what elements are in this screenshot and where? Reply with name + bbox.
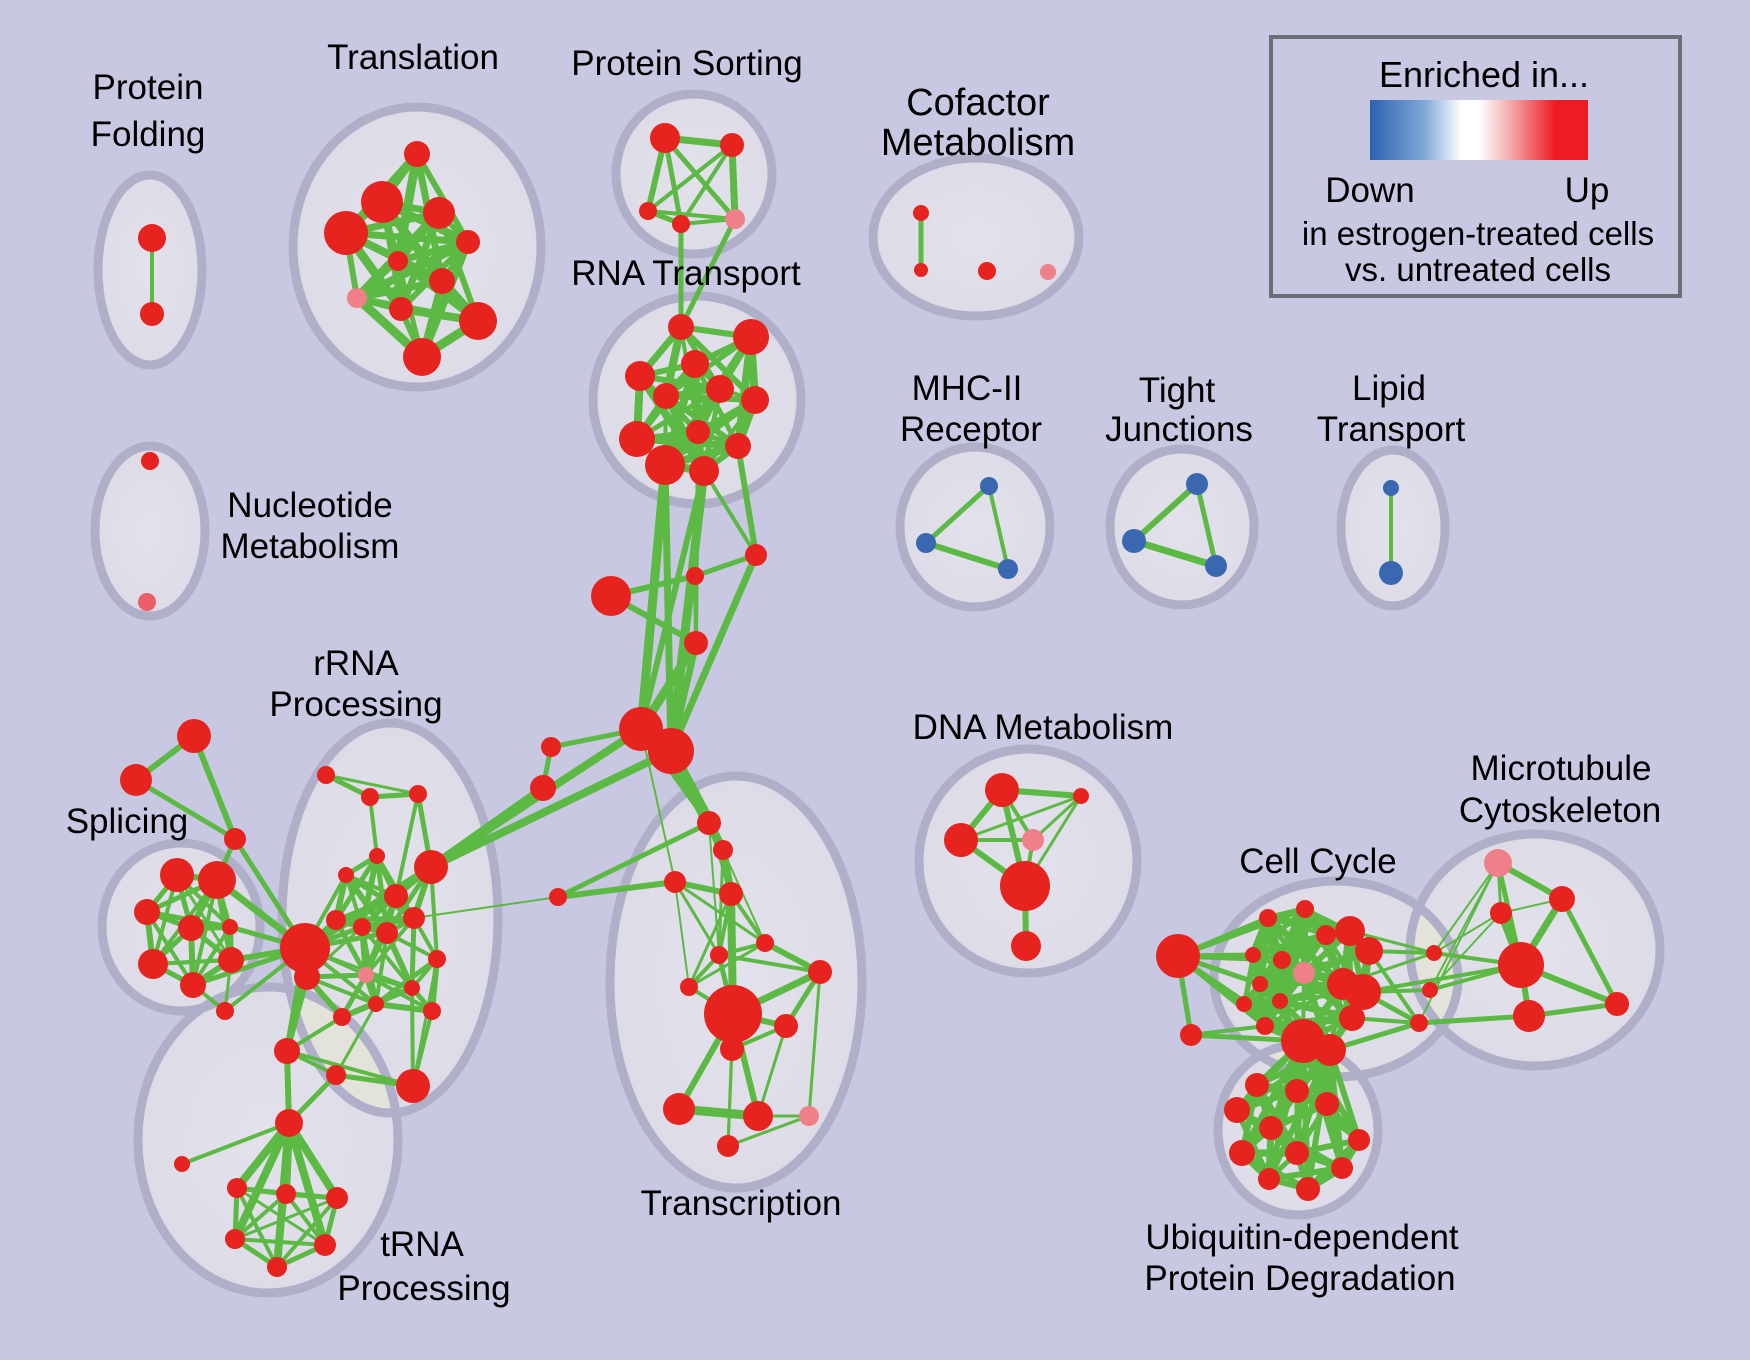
svg-text:Enriched in...: Enriched in... <box>1379 54 1589 95</box>
svg-text:Protein: Protein <box>93 68 204 107</box>
svg-text:vs. untreated cells: vs. untreated cells <box>1345 251 1611 288</box>
svg-text:Receptor: Receptor <box>900 410 1042 449</box>
svg-text:Transport: Transport <box>1317 410 1466 449</box>
svg-text:Metabolism: Metabolism <box>881 122 1075 164</box>
svg-text:Protein Sorting: Protein Sorting <box>571 44 803 83</box>
svg-text:tRNA: tRNA <box>380 1225 464 1264</box>
svg-text:in estrogen-treated cells: in estrogen-treated cells <box>1302 215 1654 252</box>
svg-text:Folding: Folding <box>91 115 206 154</box>
svg-text:Down: Down <box>1325 171 1414 210</box>
svg-text:Cell Cycle: Cell Cycle <box>1239 842 1397 881</box>
svg-text:Ubiquitin-dependent: Ubiquitin-dependent <box>1145 1218 1459 1257</box>
svg-text:Metabolism: Metabolism <box>221 527 400 566</box>
svg-text:Cytoskeleton: Cytoskeleton <box>1459 791 1661 830</box>
svg-text:Splicing: Splicing <box>66 802 189 841</box>
svg-text:Nucleotide: Nucleotide <box>227 486 392 525</box>
svg-text:Up: Up <box>1565 171 1610 210</box>
svg-text:Processing: Processing <box>337 1269 510 1308</box>
svg-text:RNA Transport: RNA Transport <box>571 254 801 293</box>
svg-text:Translation: Translation <box>327 38 499 77</box>
svg-text:Protein Degradation: Protein Degradation <box>1144 1259 1455 1298</box>
svg-text:Lipid: Lipid <box>1352 369 1426 408</box>
svg-text:Processing: Processing <box>269 685 442 724</box>
svg-text:Microtubule: Microtubule <box>1471 749 1652 788</box>
svg-text:Cofactor: Cofactor <box>906 82 1050 124</box>
svg-text:Tight: Tight <box>1139 371 1216 410</box>
svg-text:MHC-II: MHC-II <box>912 369 1023 408</box>
svg-text:rRNA: rRNA <box>313 644 399 683</box>
svg-text:Junctions: Junctions <box>1105 410 1253 449</box>
svg-text:Transcription: Transcription <box>641 1184 842 1223</box>
svg-text:DNA Metabolism: DNA Metabolism <box>913 708 1174 747</box>
